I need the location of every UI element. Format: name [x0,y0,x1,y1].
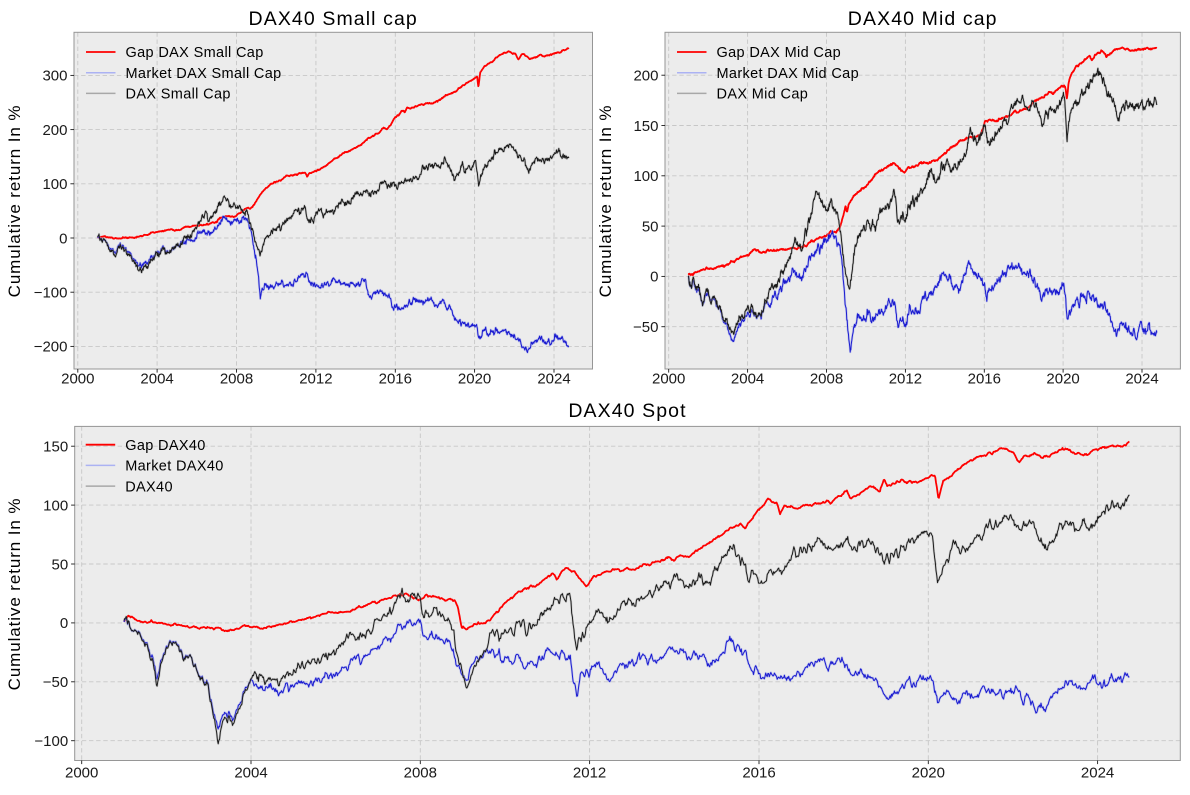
svg-text:2000: 2000 [652,371,685,388]
svg-text:100: 100 [43,497,68,514]
svg-text:−100: −100 [34,733,68,750]
svg-text:2024: 2024 [1081,765,1114,782]
svg-text:50: 50 [52,556,69,573]
svg-text:2024: 2024 [537,371,570,388]
svg-text:DAX40: DAX40 [125,479,173,495]
svg-text:Market DAX Mid Cap: Market DAX Mid Cap [717,66,859,82]
svg-text:−50: −50 [633,319,658,336]
svg-text:2000: 2000 [61,371,94,388]
svg-text:2024: 2024 [1125,371,1158,388]
svg-text:2016: 2016 [379,371,412,388]
svg-text:200: 200 [633,68,658,85]
svg-text:DAX Mid Cap: DAX Mid Cap [717,87,809,103]
svg-text:−100: −100 [34,285,68,302]
svg-text:2012: 2012 [573,765,606,782]
svg-text:DAX Small Cap: DAX Small Cap [126,87,231,103]
svg-text:0: 0 [60,615,68,632]
svg-text:0: 0 [650,269,658,286]
svg-text:2020: 2020 [1046,371,1079,388]
svg-text:Gap DAX Small Cap: Gap DAX Small Cap [126,45,264,61]
svg-text:DAX40 Small cap: DAX40 Small cap [249,8,418,30]
svg-text:2004: 2004 [731,371,764,388]
svg-text:2020: 2020 [912,765,945,782]
svg-text:300: 300 [42,68,67,85]
svg-text:2012: 2012 [889,371,922,388]
svg-text:0: 0 [59,230,67,247]
svg-text:150: 150 [633,118,658,135]
svg-text:100: 100 [633,168,658,185]
svg-text:2012: 2012 [299,371,332,388]
svg-text:100: 100 [42,176,67,193]
svg-text:2000: 2000 [65,765,98,782]
svg-text:2004: 2004 [234,765,267,782]
svg-text:2020: 2020 [458,371,491,388]
svg-text:2004: 2004 [140,371,173,388]
svg-text:2008: 2008 [220,371,253,388]
svg-text:200: 200 [42,122,67,139]
svg-text:DAX40 Spot: DAX40 Spot [568,400,686,422]
svg-text:50: 50 [642,218,659,235]
svg-text:2008: 2008 [810,371,843,388]
svg-text:Cumulative return In %: Cumulative return In % [5,498,24,691]
svg-text:Market DAX40: Market DAX40 [125,459,224,475]
svg-text:Cumulative return In %: Cumulative return In % [596,105,615,298]
svg-text:2016: 2016 [742,765,775,782]
svg-text:Gap DAX40: Gap DAX40 [125,438,206,454]
svg-text:Gap DAX Mid Cap: Gap DAX Mid Cap [717,45,842,61]
svg-text:2016: 2016 [968,371,1001,388]
svg-text:−200: −200 [34,339,68,356]
svg-text:−50: −50 [43,674,68,691]
svg-text:150: 150 [43,439,68,456]
svg-text:Cumulative return In %: Cumulative return In % [5,105,24,298]
svg-text:DAX40 Mid cap: DAX40 Mid cap [848,8,998,30]
svg-text:2008: 2008 [404,765,437,782]
svg-text:Market DAX Small Cap: Market DAX Small Cap [126,66,282,82]
